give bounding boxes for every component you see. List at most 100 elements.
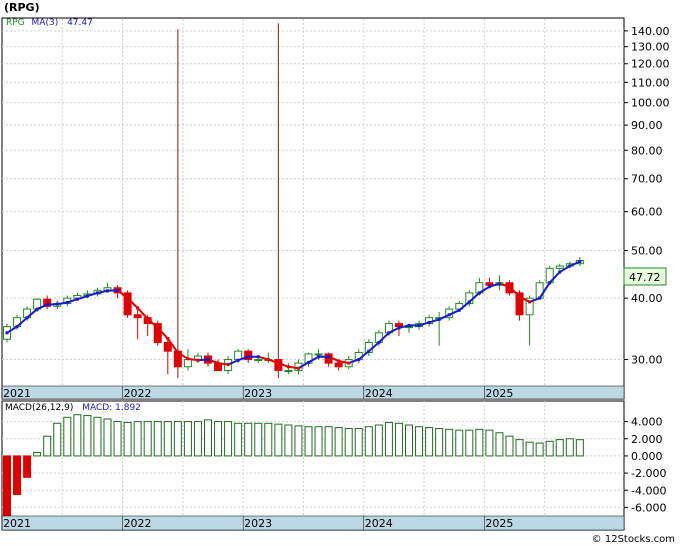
price-y-axis: 30.00 40.00 50.00 60.00 70.00 80.00 90.00 100.0…: [624, 25, 670, 367]
last-price-label: 47.72: [629, 271, 661, 284]
ma-point: [166, 337, 170, 341]
macd-bar: [284, 424, 293, 457]
ma-segment: [86, 291, 99, 298]
macd-bar: [515, 439, 524, 457]
ma-point: [266, 358, 270, 362]
ma-segment: [36, 303, 49, 311]
ma-point: [216, 361, 220, 365]
ma-point: [417, 323, 421, 327]
last-price-box-bg: [623, 267, 667, 286]
ma-point: [568, 264, 572, 268]
macd-bar: [173, 421, 182, 457]
ma-segment: [568, 260, 581, 268]
ma-segment: [96, 289, 109, 294]
macd-bars: [3, 414, 584, 517]
macd-bar: [83, 415, 92, 457]
macd-bar: [63, 416, 72, 457]
candle-body: [163, 341, 172, 352]
ma-segment: [116, 289, 129, 300]
ma-point: [65, 300, 69, 304]
ma-segment: [438, 313, 451, 321]
ma-segment: [196, 358, 209, 362]
ma-point: [377, 340, 381, 344]
ma-point: [126, 296, 130, 300]
macd-bar: [33, 451, 42, 457]
ma-point: [327, 355, 331, 359]
macd-bar: [525, 441, 534, 457]
macd-bar: [334, 427, 343, 457]
macd-bar: [123, 421, 132, 457]
macd-legend: MACD(26,12,9) MACD: 1.892: [5, 403, 141, 413]
macd-bar: [394, 422, 403, 457]
ma-point: [518, 295, 522, 299]
ma-segment: [46, 303, 59, 306]
ma-point: [317, 355, 321, 359]
ma-point: [357, 358, 361, 362]
ma-segment: [257, 355, 270, 361]
price-tick-label: 70.00: [631, 173, 663, 186]
macd-bar: [23, 455, 32, 478]
macd-bar: [314, 426, 323, 457]
price-legend: RPG MA(3) 47.47: [6, 18, 93, 28]
ma-point: [437, 317, 441, 321]
ma-segment: [558, 265, 571, 274]
ma-point: [477, 291, 481, 295]
ma-point: [528, 300, 532, 304]
ma-point: [206, 358, 210, 362]
macd-bar: [73, 414, 82, 457]
macd-bar: [445, 428, 454, 457]
macd-bar: [214, 421, 223, 457]
candle-body: [254, 359, 263, 362]
macd-bar: [435, 427, 444, 457]
macd-bar: [425, 427, 434, 457]
ma-segment: [307, 355, 320, 364]
macd-bar: [465, 429, 474, 457]
macd-bar: [53, 422, 62, 457]
price-tick-label: 130.00: [631, 41, 670, 54]
ma-segment: [528, 297, 541, 303]
ma-point: [548, 281, 552, 285]
macd-legend-value: 1.892: [115, 403, 141, 413]
ma-segment: [217, 362, 230, 366]
ma-point: [75, 297, 79, 301]
ma-point: [176, 351, 180, 355]
macd-bar: [485, 429, 494, 457]
ma-segment: [106, 289, 119, 292]
ma-segment: [66, 298, 79, 304]
ma-point: [337, 359, 341, 363]
macd-bar: [354, 427, 363, 457]
ma-point: [106, 289, 109, 293]
candle-body: [515, 292, 524, 316]
macd-x-axis-band: [1, 515, 625, 531]
price-x-axis-band: [1, 385, 625, 400]
legend-ma-label: MA(3): [32, 18, 59, 28]
macd-bar: [244, 422, 253, 457]
macd-bar: [475, 428, 484, 457]
ma-segment: [508, 285, 521, 298]
ma-point: [387, 331, 391, 335]
ma-point: [427, 320, 431, 324]
ma-point: [397, 326, 401, 330]
ma-point: [558, 270, 562, 274]
ma-point: [236, 358, 240, 362]
macd-bar: [455, 429, 464, 457]
moving-average-line: [5, 260, 582, 370]
price-year-label: 2022: [124, 387, 152, 400]
macd-bar: [103, 418, 112, 457]
macd-bar: [535, 442, 544, 457]
macd-bar: [274, 423, 283, 457]
ma-point: [15, 325, 19, 329]
ma-segment: [297, 361, 310, 370]
ma-segment: [166, 337, 179, 354]
ma-segment: [277, 362, 290, 368]
ma-point: [447, 313, 451, 317]
ma-point: [156, 326, 160, 330]
ma-point: [186, 357, 190, 361]
ma-segment: [136, 306, 149, 320]
macd-bar: [204, 419, 212, 457]
ma-segment: [186, 357, 199, 362]
ma-segment: [207, 358, 220, 365]
ma-segment: [146, 317, 159, 329]
ma-point: [276, 361, 280, 365]
